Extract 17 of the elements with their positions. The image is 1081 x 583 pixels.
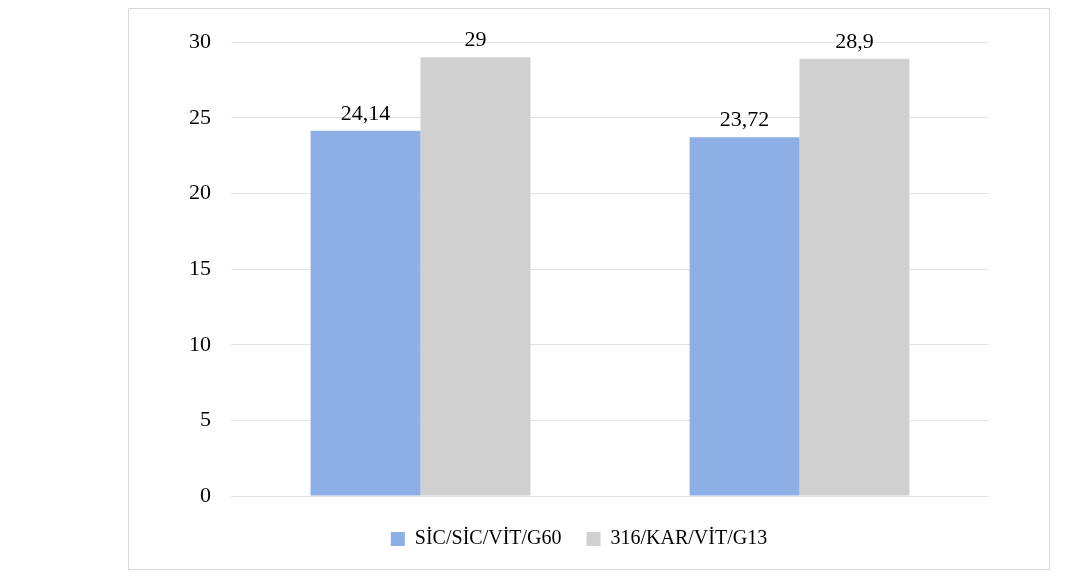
y-tick-label: 10 xyxy=(189,330,211,356)
data-label: 24,14 xyxy=(340,99,391,125)
y-tick-label: 5 xyxy=(200,406,211,432)
bar xyxy=(310,130,421,496)
data-label: 28,9 xyxy=(835,27,874,53)
y-tick-label: 20 xyxy=(189,179,211,205)
data-label: 23,72 xyxy=(719,105,770,131)
bar xyxy=(799,58,910,496)
y-tick-label: 0 xyxy=(200,481,211,507)
y-tick-label: 15 xyxy=(189,254,211,280)
y-tick-label: 30 xyxy=(189,27,211,53)
bar xyxy=(420,57,531,496)
y-tick-label: 25 xyxy=(189,103,211,129)
legend-label: SİC/SİC/VİT/G60 xyxy=(414,526,562,549)
bar xyxy=(689,137,800,496)
legend-label: 316/KAR/VİT/G13 xyxy=(610,526,768,549)
data-label: 29 xyxy=(464,26,487,52)
